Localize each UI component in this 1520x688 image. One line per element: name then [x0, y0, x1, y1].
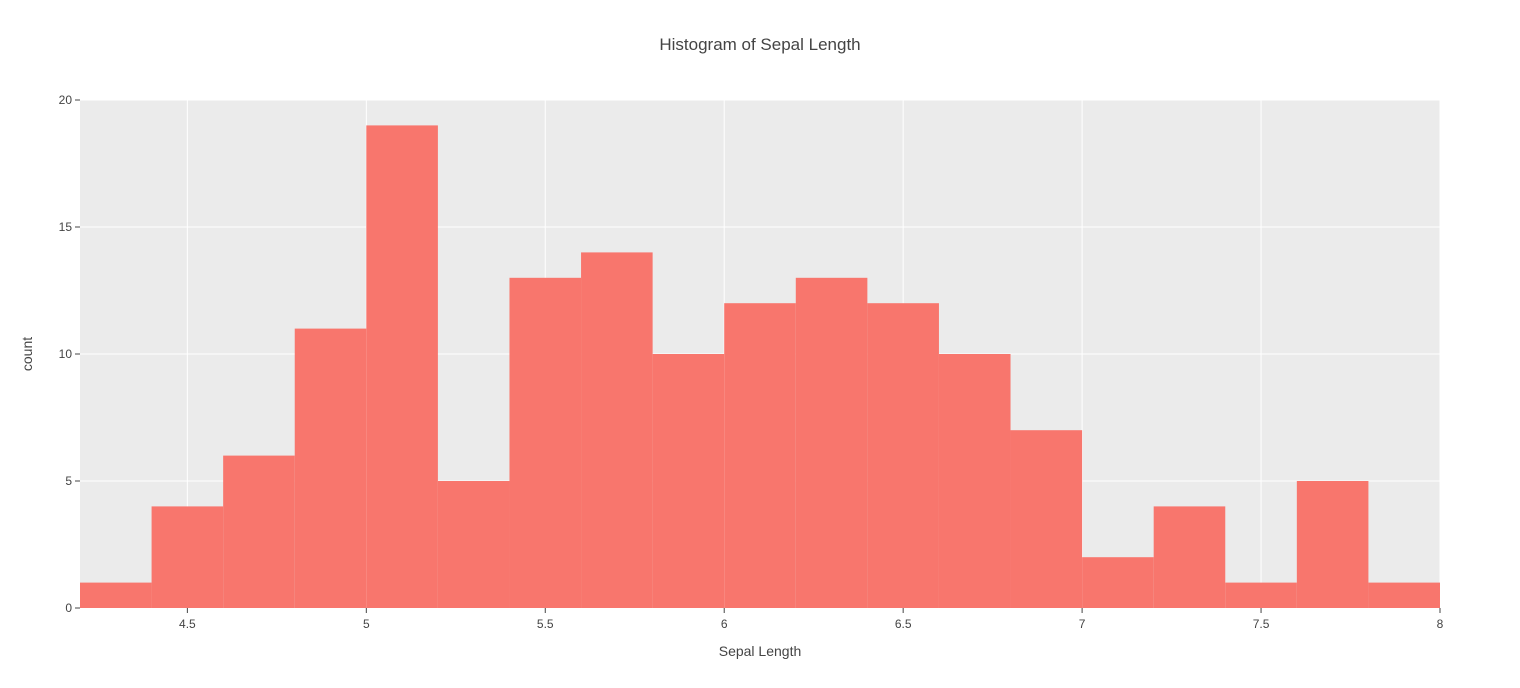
- x-tick-label: 6.5: [895, 617, 912, 631]
- histogram-bars: [80, 125, 1440, 609]
- histogram-bar: [437, 481, 510, 608]
- y-axis-title: count: [19, 337, 35, 371]
- histogram-bar: [1368, 582, 1440, 608]
- chart-title: Histogram of Sepal Length: [659, 35, 860, 54]
- y-tick-label: 10: [59, 347, 73, 361]
- histogram-bar: [1082, 557, 1154, 608]
- histogram-bar: [867, 303, 939, 608]
- x-tick-label: 8: [1437, 617, 1444, 631]
- y-tick-label: 15: [59, 220, 73, 234]
- histogram-bar: [581, 252, 653, 608]
- x-tick-label: 4.5: [179, 617, 196, 631]
- y-tick-label: 0: [65, 601, 72, 615]
- x-tick-label: 7.5: [1253, 617, 1270, 631]
- x-tick-label: 5.5: [537, 617, 554, 631]
- x-tick-label: 6: [721, 617, 728, 631]
- y-tick-label: 5: [65, 474, 72, 488]
- y-axis-ticks: 0 5 10 15 20: [59, 93, 80, 615]
- histogram-bar: [724, 303, 796, 608]
- histogram-bar: [366, 125, 438, 609]
- x-axis-title: Sepal Length: [719, 643, 802, 659]
- x-axis-ticks: 4.5 5 5.5 6 6.5 7 7.5 8: [179, 608, 1444, 631]
- histogram-bar: [509, 277, 582, 608]
- histogram-bar: [151, 506, 224, 608]
- histogram-bar: [1225, 582, 1297, 608]
- histogram-bar: [294, 328, 367, 608]
- histogram-bar: [652, 354, 725, 608]
- histogram-bar: [938, 354, 1011, 608]
- histogram-bar: [80, 582, 152, 608]
- y-tick-label: 20: [59, 93, 73, 107]
- histogram-bar: [223, 455, 295, 608]
- x-tick-label: 5: [363, 617, 370, 631]
- x-tick-label: 7: [1079, 617, 1086, 631]
- histogram-bar: [1153, 506, 1226, 608]
- histogram-bar: [1296, 481, 1369, 608]
- histogram-bar: [795, 277, 868, 608]
- histogram-bar: [1010, 430, 1083, 608]
